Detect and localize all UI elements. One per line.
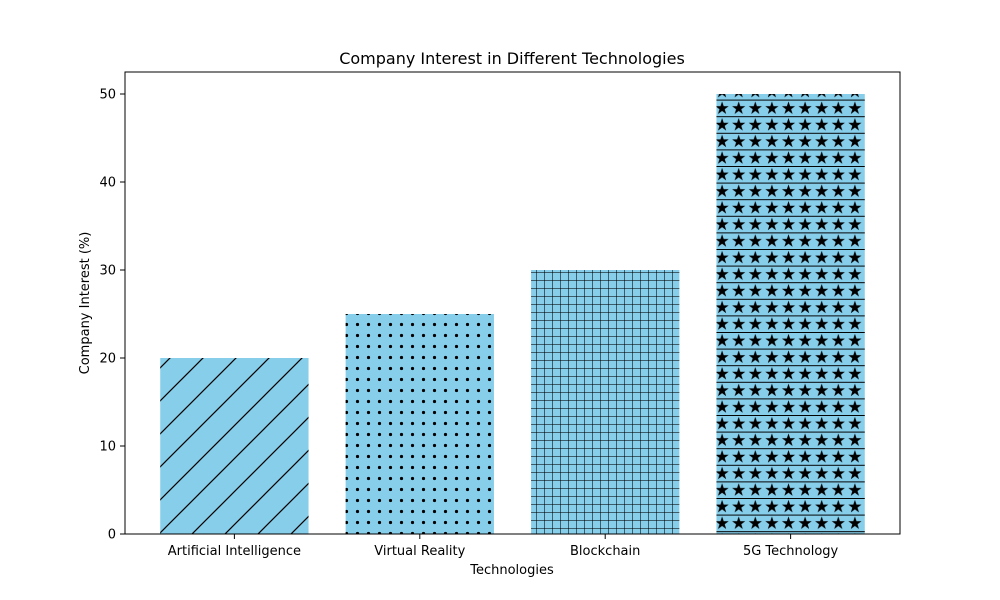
y-tick-label: 50 <box>99 88 116 103</box>
y-axis: 0 10 20 30 40 50 <box>99 88 125 543</box>
y-tick-label: 30 <box>99 264 116 279</box>
bar-hatch-2 <box>345 314 494 534</box>
x-tick-label: Artificial Intelligence <box>168 544 301 559</box>
x-tick-label: Blockchain <box>570 544 640 559</box>
bar-hatch-4 <box>716 94 865 534</box>
bar-hatch-3 <box>531 270 680 534</box>
chart-title: Company Interest in Different Technologi… <box>339 49 685 68</box>
x-axis: Artificial Intelligence Virtual Reality Bl… <box>168 534 839 559</box>
y-tick-label: 10 <box>99 440 116 455</box>
x-tick-label: 5G Technology <box>743 544 839 559</box>
x-axis-label: Technologies <box>469 563 554 578</box>
plot-frame <box>124 71 901 535</box>
y-tick-label: 20 <box>99 352 116 367</box>
bar-hatch-1 <box>160 358 309 534</box>
bars-group <box>160 94 865 534</box>
y-tick-label: 0 <box>108 528 116 543</box>
x-tick-label: Virtual Reality <box>374 544 465 559</box>
y-axis-label: Company Interest (%) <box>78 232 93 375</box>
y-tick-label: 40 <box>99 176 116 191</box>
